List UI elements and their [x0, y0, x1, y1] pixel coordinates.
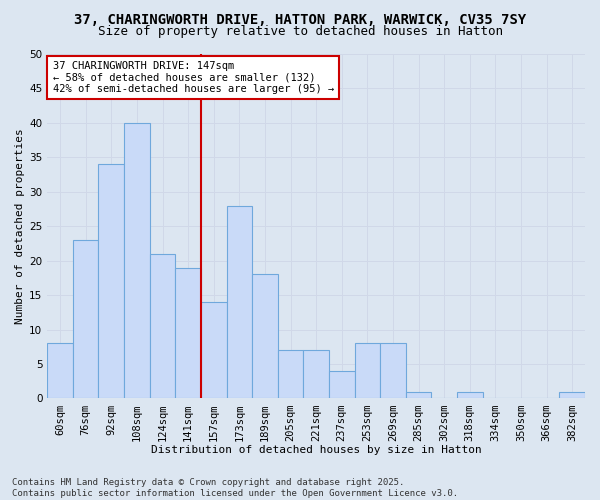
Text: 37, CHARINGWORTH DRIVE, HATTON PARK, WARWICK, CV35 7SY: 37, CHARINGWORTH DRIVE, HATTON PARK, WAR…	[74, 12, 526, 26]
Bar	[175, 268, 201, 398]
Y-axis label: Number of detached properties: Number of detached properties	[15, 128, 25, 324]
Bar	[47, 344, 73, 398]
Bar	[73, 240, 98, 398]
Bar	[559, 392, 585, 398]
Bar	[227, 206, 252, 398]
Bar	[98, 164, 124, 398]
Bar	[355, 344, 380, 398]
Text: Contains HM Land Registry data © Crown copyright and database right 2025.
Contai: Contains HM Land Registry data © Crown c…	[12, 478, 458, 498]
Text: 37 CHARINGWORTH DRIVE: 147sqm
← 58% of detached houses are smaller (132)
42% of : 37 CHARINGWORTH DRIVE: 147sqm ← 58% of d…	[53, 61, 334, 94]
Bar	[252, 274, 278, 398]
Bar	[124, 123, 150, 398]
Bar	[304, 350, 329, 399]
Bar	[201, 302, 227, 398]
Bar	[406, 392, 431, 398]
Bar	[150, 254, 175, 398]
X-axis label: Distribution of detached houses by size in Hatton: Distribution of detached houses by size …	[151, 445, 482, 455]
Bar	[380, 344, 406, 398]
Bar	[329, 371, 355, 398]
Bar	[278, 350, 304, 399]
Bar	[457, 392, 482, 398]
Text: Size of property relative to detached houses in Hatton: Size of property relative to detached ho…	[97, 25, 503, 38]
